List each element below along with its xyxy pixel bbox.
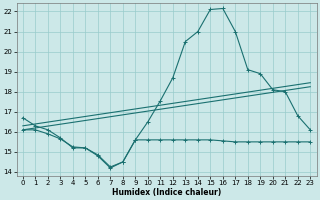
X-axis label: Humidex (Indice chaleur): Humidex (Indice chaleur) <box>112 188 221 197</box>
